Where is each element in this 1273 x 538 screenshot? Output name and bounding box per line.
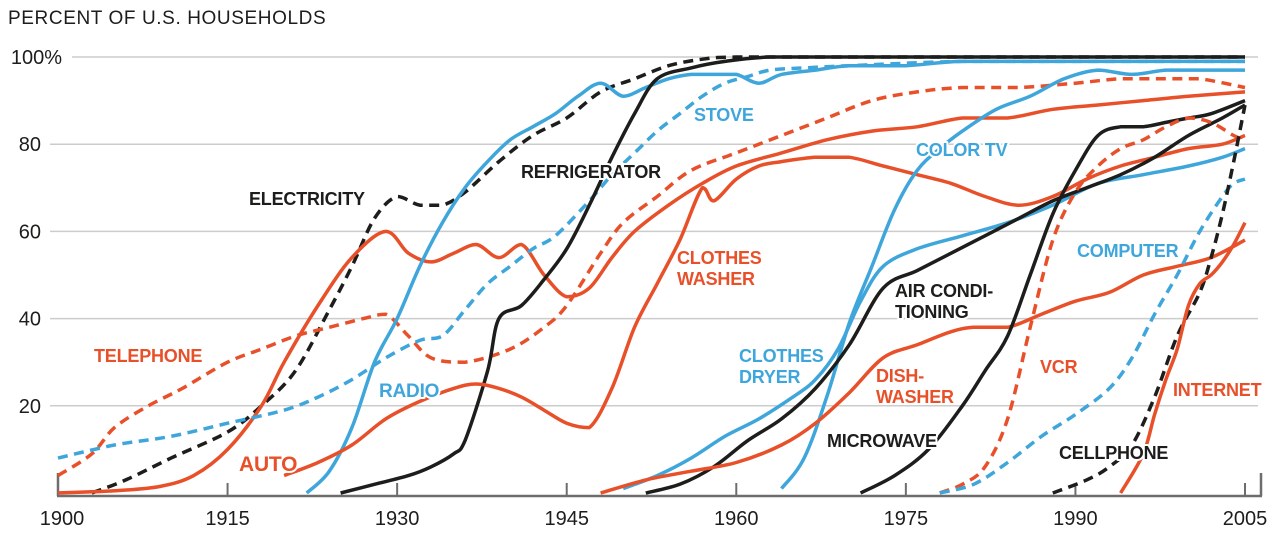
series-line-refrigerator	[340, 55, 1245, 495]
series-line-color_tv	[780, 68, 1245, 490]
x-tick-label: 1900	[40, 508, 85, 530]
x-tick-label: 1945	[544, 508, 589, 530]
y-tick-label: 40	[19, 309, 41, 331]
series-line-radio	[305, 59, 1245, 495]
x-tick-label: 1960	[714, 508, 759, 530]
y-tick-label: 60	[19, 221, 41, 243]
x-tick-label: 1915	[205, 508, 250, 530]
y-tick-label: 100%	[11, 47, 62, 69]
series-line-electricity	[91, 55, 1245, 495]
series-line-auto	[57, 90, 1246, 495]
series-line-dishwasher	[600, 238, 1246, 495]
x-tick-label: 1975	[884, 508, 929, 530]
x-tick-label: 2005	[1223, 508, 1268, 530]
x-tick-label: 1930	[375, 508, 420, 530]
series-line-clothes_washer	[283, 133, 1246, 478]
series-label-clothes_dryer: CLOTHES DRYER	[739, 346, 824, 387]
series-line-cellphone	[1052, 104, 1247, 495]
series-label-color_tv: COLOR TV	[916, 140, 1008, 160]
series-line-internet	[1119, 221, 1247, 494]
series-label-auto: AUTO	[239, 453, 297, 476]
series-label-computer: COMPUTER	[1077, 241, 1179, 261]
series-label-air_conditioning: AIR CONDI-TIONING	[895, 281, 993, 322]
y-tick-label: 20	[19, 396, 41, 418]
series-label-internet: INTERNET	[1173, 380, 1262, 400]
series-label-microwave: MICROWAVE	[827, 431, 937, 451]
series-label-cellphone: CELLPHONE	[1059, 443, 1168, 463]
series-line-computer	[939, 177, 1246, 495]
series-line-air_conditioning	[645, 103, 1246, 495]
series-label-clothes_washer: CLOTHES WASHER	[677, 248, 762, 289]
series-label-stove: STOVE	[694, 105, 754, 125]
series-label-radio: RADIO	[379, 381, 439, 402]
series-label-vcr: VCR	[1040, 357, 1078, 377]
series-line-clothes_dryer	[622, 146, 1246, 491]
y-tick-label: 80	[19, 134, 41, 156]
series-label-dishwasher: DISH-WASHER	[876, 366, 954, 407]
series-line-stove	[57, 59, 1245, 460]
chart-title: PERCENT OF U.S. HOUSEHOLDS	[8, 8, 327, 29]
series-line-vcr	[939, 116, 1246, 495]
series-label-telephone: TELEPHONE	[94, 346, 202, 366]
x-tick-label: 1990	[1053, 508, 1098, 530]
series-label-refrigerator: REFRIGERATOR	[521, 162, 661, 182]
series-label-electricity: ELECTRICITY	[249, 189, 365, 209]
series-line-telephone	[57, 77, 1246, 478]
